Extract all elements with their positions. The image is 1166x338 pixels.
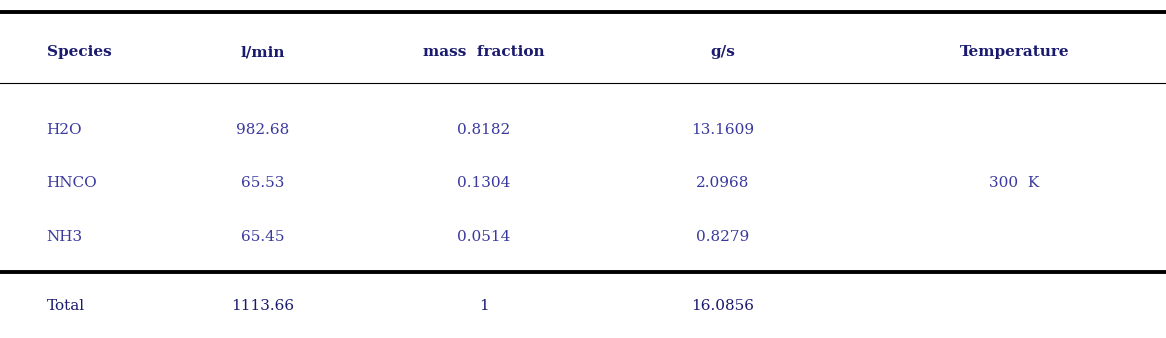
Text: Temperature: Temperature (960, 45, 1069, 59)
Text: mass  fraction: mass fraction (423, 45, 545, 59)
Text: 2.0968: 2.0968 (696, 175, 750, 190)
Text: 982.68: 982.68 (236, 123, 289, 137)
Text: Species: Species (47, 45, 112, 59)
Text: 16.0856: 16.0856 (691, 299, 754, 313)
Text: g/s: g/s (710, 45, 736, 59)
Text: 0.1304: 0.1304 (457, 175, 511, 190)
Text: 1: 1 (479, 299, 489, 313)
Text: 1113.66: 1113.66 (231, 299, 294, 313)
Text: NH3: NH3 (47, 230, 83, 244)
Text: 300  K: 300 K (989, 175, 1040, 190)
Text: 13.1609: 13.1609 (691, 123, 754, 137)
Text: 0.8182: 0.8182 (457, 123, 511, 137)
Text: 65.45: 65.45 (240, 230, 285, 244)
Text: 0.0514: 0.0514 (457, 230, 511, 244)
Text: Total: Total (47, 299, 85, 313)
Text: 0.8279: 0.8279 (696, 230, 750, 244)
Text: l/min: l/min (240, 45, 285, 59)
Text: H2O: H2O (47, 123, 83, 137)
Text: 65.53: 65.53 (240, 175, 285, 190)
Text: HNCO: HNCO (47, 175, 98, 190)
